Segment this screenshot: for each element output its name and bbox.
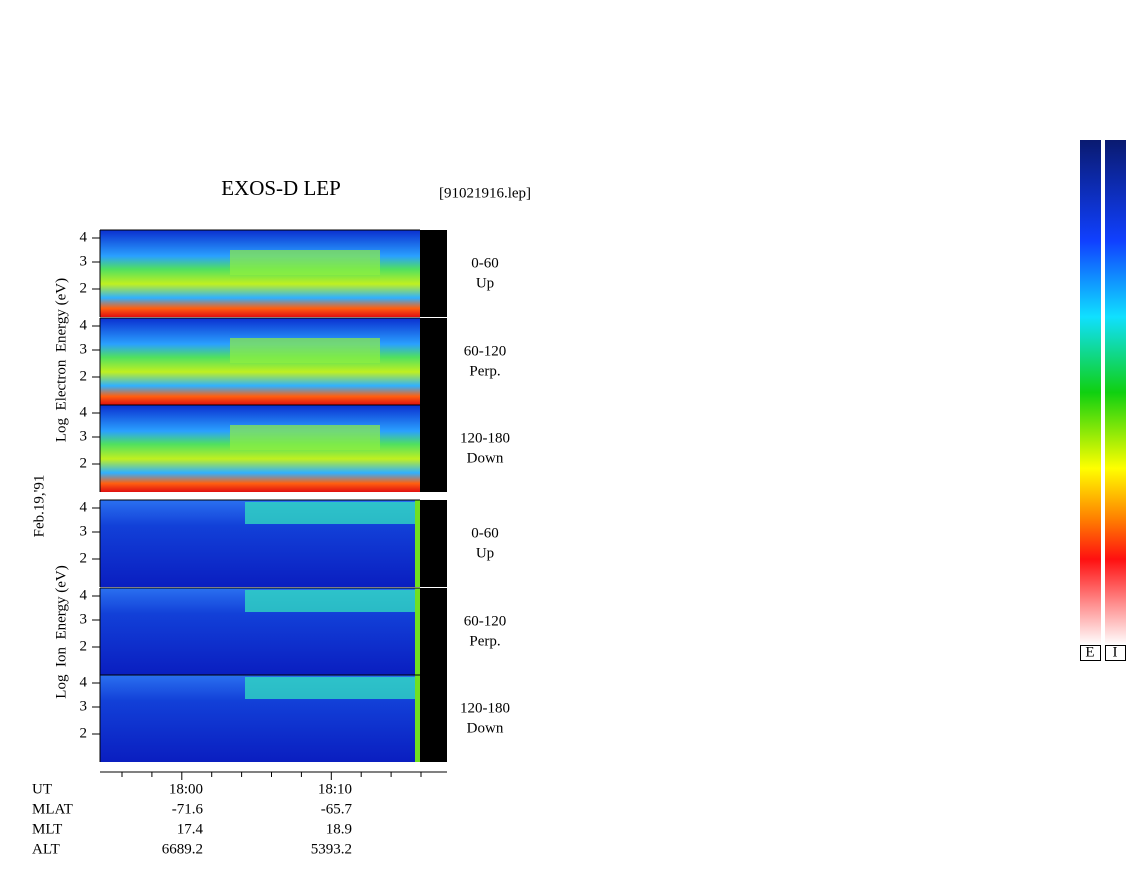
no-data [420,318,447,405]
y-tick-label: 3 [80,341,88,357]
colorbar-label: E [1085,644,1094,660]
y-tick-label: 3 [80,253,88,269]
y-tick-label: 2 [80,638,88,654]
y-tick-label: 4 [80,404,88,420]
row-value: 6689.2 [162,841,203,857]
y-tick-label: 2 [80,368,88,384]
row-value: 18.9 [326,821,352,837]
y-tick-label: 2 [80,455,88,471]
no-data [420,405,447,492]
direction-label: Down [467,720,504,736]
colorbar-label: I [1113,644,1118,660]
row-value: 18:10 [318,781,352,797]
y-tick-label: 2 [80,550,88,566]
row-label: UT [32,781,52,797]
spectrogram-feature [245,590,415,612]
angle-label: 0-60 [471,525,499,541]
angle-label: 120-180 [460,430,510,446]
y-tick-label: 3 [80,611,88,627]
spectrogram-edge [415,675,421,762]
ion-axis-label: Log Ion Energy (eV) [53,565,69,698]
y-tick-label: 4 [80,229,88,245]
no-data [420,230,447,317]
file-name: [91021916.lep] [439,185,531,201]
y-tick-label: 4 [80,317,88,333]
colorbar-label-box [1105,645,1126,661]
electron-axis-label: Log Electron Energy (eV) [53,278,69,442]
spectrogram-feature [245,677,415,699]
row-label: ALT [32,841,60,857]
spectrogram-feature [245,502,415,524]
direction-label: Up [476,275,494,291]
row-value: -71.6 [172,801,204,817]
y-tick-label: 3 [80,428,88,444]
colorbar-label-box [1080,645,1101,661]
no-data [420,588,447,675]
angle-label: 60-120 [464,613,507,629]
no-data [420,500,447,587]
spectrogram-edge [415,588,421,675]
row-label: MLT [32,821,62,837]
y-tick-label: 2 [80,280,88,296]
y-tick-label: 3 [80,698,88,714]
spectrogram-feature [230,425,380,450]
y-tick-label: 3 [80,523,88,539]
spectrogram-edge [415,500,421,587]
direction-label: Down [467,450,504,466]
direction-label: Perp. [469,633,500,649]
row-value: 5393.2 [311,841,352,857]
angle-label: 60-120 [464,343,507,359]
colorbar [1080,140,1101,645]
direction-label: Perp. [469,363,500,379]
y-tick-label: 4 [80,587,88,603]
y-tick-label: 4 [80,499,88,515]
angle-label: 120-180 [460,700,510,716]
row-value: -65.7 [321,801,353,817]
row-value: 17.4 [177,821,204,837]
y-tick-label: 4 [80,674,88,690]
y-tick-label: 2 [80,725,88,741]
row-value: 18:00 [169,781,203,797]
colorbar [1105,140,1126,645]
spectrogram-feature [230,250,380,275]
angle-label: 0-60 [471,255,499,271]
date-label: Feb.19,'91 [31,475,47,538]
spectrogram-feature [230,338,380,363]
title: EXOS-D LEP [221,176,341,200]
direction-label: Up [476,545,494,561]
row-label: MLAT [32,801,73,817]
no-data [420,675,447,762]
